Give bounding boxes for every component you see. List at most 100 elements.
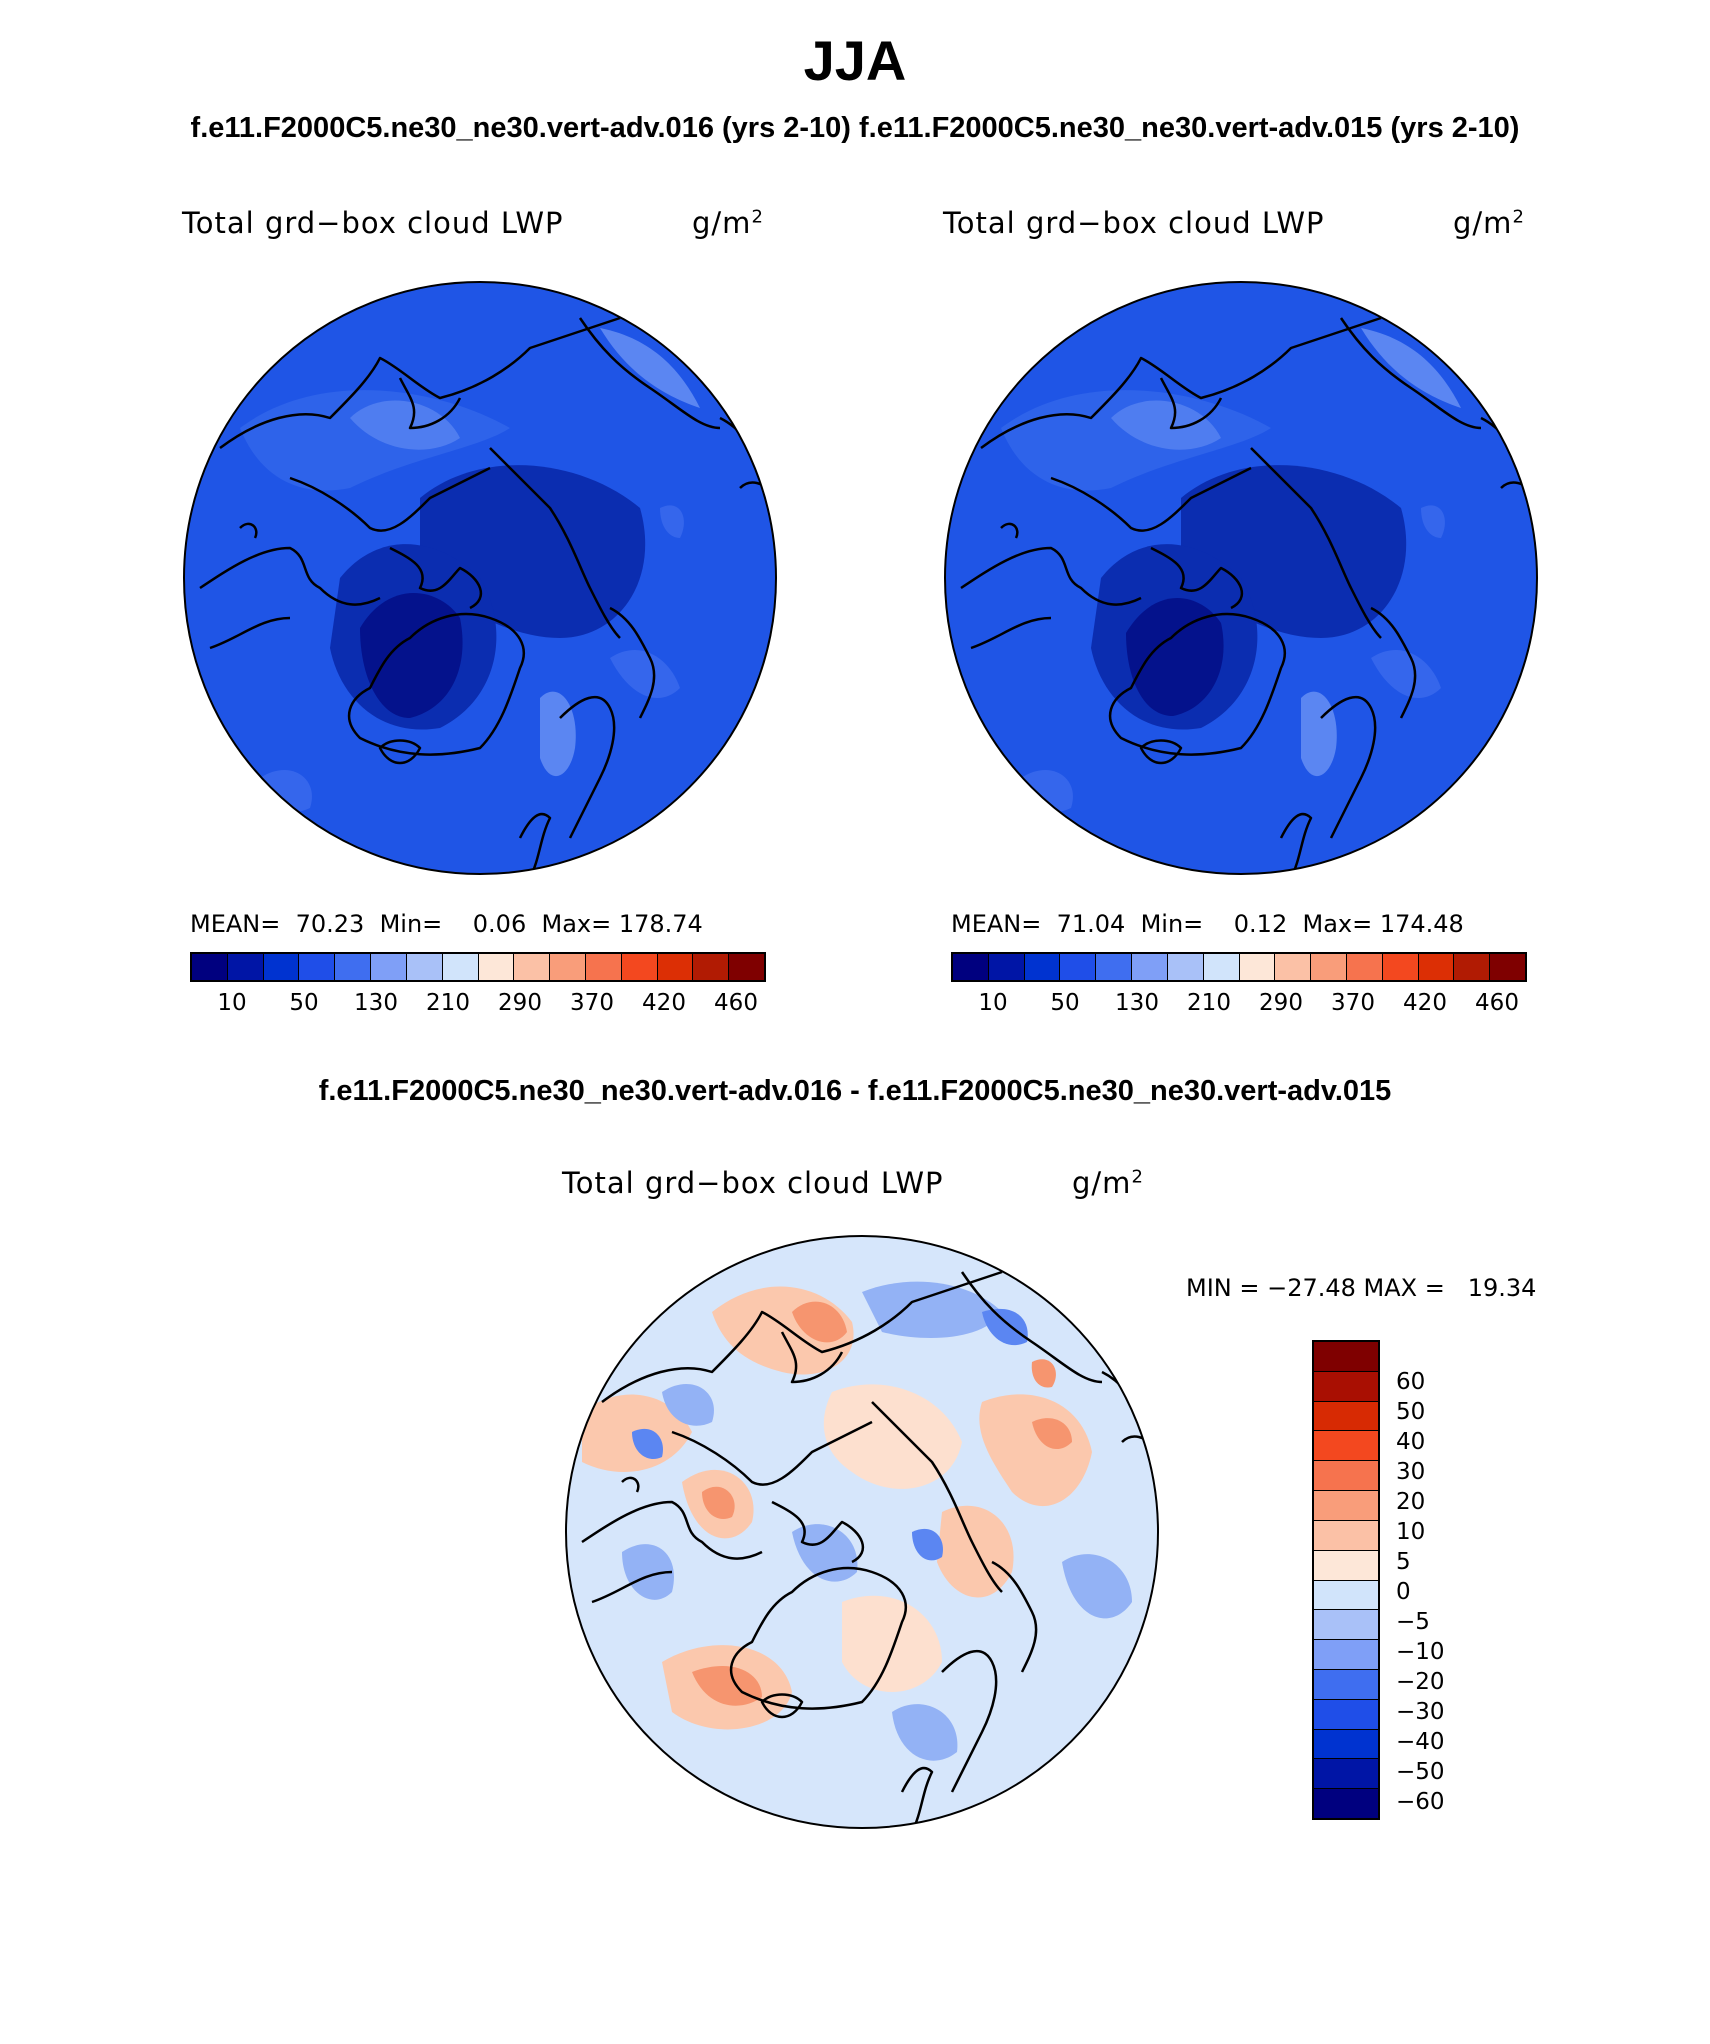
colorbar-swatch xyxy=(406,954,443,980)
colorbar-tick: 370 xyxy=(1331,990,1375,1016)
colorbar-tick: 20 xyxy=(1396,1489,1426,1515)
colorbar-swatch xyxy=(693,954,730,980)
colorbar-swatch xyxy=(550,954,586,980)
colorbar-swatch xyxy=(1314,1789,1378,1818)
colorbar-swatch xyxy=(1314,1759,1378,1790)
colorbar-swatch xyxy=(299,954,336,980)
colorbar-swatch xyxy=(335,954,372,980)
colorbar-swatch xyxy=(1060,954,1097,980)
colorbar-tick: 130 xyxy=(1115,990,1159,1016)
colorbar-swatch xyxy=(1314,1580,1378,1611)
colorbar-swatch xyxy=(988,954,1025,980)
colorbar-tick: −30 xyxy=(1396,1699,1445,1725)
colorbar-tick: 60 xyxy=(1396,1369,1426,1395)
colorbar-swatch xyxy=(1314,1342,1378,1372)
panel2-colorbar xyxy=(951,952,1527,982)
colorbar-swatch xyxy=(442,954,479,980)
colorbar-tick: 290 xyxy=(498,990,542,1016)
colorbar-swatch xyxy=(1239,954,1276,980)
colorbar-swatch xyxy=(1096,954,1133,980)
figure-title: JJA xyxy=(803,29,907,92)
colorbar-swatch xyxy=(1314,1401,1378,1432)
colorbar-swatch xyxy=(1275,954,1312,980)
colorbar-tick: 210 xyxy=(1187,990,1231,1016)
colorbar-tick: 50 xyxy=(1050,990,1080,1016)
colorbar-swatch xyxy=(1490,954,1525,980)
diff-units-label: g/m2 xyxy=(1072,1166,1144,1200)
panel2-stats: MEAN= 71.04 Min= 0.12 Max= 174.48 xyxy=(951,910,1464,938)
colorbar-tick: 10 xyxy=(217,990,247,1016)
panel1-variable-label: Total grd−box cloud LWP xyxy=(182,206,564,240)
colorbar-swatch xyxy=(1382,954,1419,980)
panel1-polar-map xyxy=(183,281,777,875)
colorbar-swatch xyxy=(1314,1491,1378,1521)
colorbar-swatch xyxy=(192,954,228,980)
colorbar-tick: 420 xyxy=(1403,990,1447,1016)
colorbar-tick: 460 xyxy=(714,990,758,1016)
colorbar-tick: 30 xyxy=(1396,1459,1426,1485)
colorbar-swatch xyxy=(1311,954,1347,980)
colorbar-tick: −50 xyxy=(1396,1759,1445,1785)
colorbar-tick: 130 xyxy=(354,990,398,1016)
colorbar-tick: 370 xyxy=(570,990,614,1016)
panel1-colorbar xyxy=(190,952,766,982)
colorbar-tick: 10 xyxy=(978,990,1008,1016)
colorbar-tick: 460 xyxy=(1475,990,1519,1016)
colorbar-tick: −5 xyxy=(1396,1609,1430,1635)
diff-variable-label: Total grd−box cloud LWP xyxy=(562,1166,944,1200)
colorbar-swatch xyxy=(1314,1640,1378,1670)
colorbar-swatch xyxy=(1314,1371,1378,1402)
colorbar-tick: 40 xyxy=(1396,1429,1426,1455)
colorbar-swatch xyxy=(1314,1699,1378,1730)
colorbar-swatch xyxy=(1314,1550,1378,1581)
colorbar-swatch xyxy=(657,954,694,980)
colorbar-swatch xyxy=(1024,954,1061,980)
colorbar-tick: −20 xyxy=(1396,1669,1445,1695)
diff-colorbar-labels: 60 50 40 30 20 10 5 0 −5 −10 −20 −30 −40… xyxy=(1390,1340,1490,1820)
colorbar-swatch xyxy=(729,954,764,980)
colorbar-tick: 290 xyxy=(1259,990,1303,1016)
colorbar-swatch xyxy=(953,954,989,980)
panel2-variable-label: Total grd−box cloud LWP xyxy=(943,206,1325,240)
colorbar-swatch xyxy=(1346,954,1383,980)
panel2-colorbar-labels: 10 50 130 210 290 370 420 460 xyxy=(951,990,1527,1020)
colorbar-swatch xyxy=(1314,1520,1378,1551)
colorbar-tick: −40 xyxy=(1396,1729,1445,1755)
diff-colorbar xyxy=(1312,1340,1380,1820)
colorbar-tick: 10 xyxy=(1396,1519,1426,1545)
colorbar-tick: 50 xyxy=(1396,1399,1426,1425)
colorbar-swatch xyxy=(1314,1729,1378,1760)
colorbar-swatch xyxy=(1418,954,1455,980)
colorbar-swatch xyxy=(585,954,622,980)
figure-subtitle: f.e11.F2000C5.ne30_ne30.vert-adv.016 (yr… xyxy=(190,112,1520,144)
colorbar-tick: −60 xyxy=(1396,1789,1445,1815)
colorbar-swatch xyxy=(371,954,407,980)
panel2-polar-map xyxy=(944,281,1538,875)
difference-polar-map xyxy=(565,1235,1159,1829)
panel1-colorbar-labels: 10 50 130 210 290 370 420 460 xyxy=(190,990,766,1020)
colorbar-swatch xyxy=(1132,954,1168,980)
panel2-units-label: g/m2 xyxy=(1453,206,1525,240)
colorbar-swatch xyxy=(1314,1669,1378,1700)
colorbar-swatch xyxy=(514,954,551,980)
colorbar-swatch xyxy=(1203,954,1240,980)
colorbar-swatch xyxy=(621,954,658,980)
colorbar-swatch xyxy=(1167,954,1204,980)
colorbar-swatch xyxy=(478,954,515,980)
diff-min-max: MIN = −27.48 MAX = 19.34 xyxy=(1186,1274,1537,1302)
colorbar-swatch xyxy=(1314,1610,1378,1641)
panel1-stats: MEAN= 70.23 Min= 0.06 Max= 178.74 xyxy=(190,910,703,938)
panel1-units-label: g/m2 xyxy=(692,206,764,240)
colorbar-swatch xyxy=(1314,1431,1378,1462)
colorbar-tick: 210 xyxy=(426,990,470,1016)
colorbar-tick: 0 xyxy=(1396,1579,1411,1605)
colorbar-swatch xyxy=(263,954,300,980)
colorbar-tick: 50 xyxy=(289,990,319,1016)
colorbar-swatch xyxy=(227,954,264,980)
colorbar-tick: 5 xyxy=(1396,1549,1411,1575)
colorbar-tick: 420 xyxy=(642,990,686,1016)
colorbar-swatch xyxy=(1454,954,1491,980)
colorbar-swatch xyxy=(1314,1461,1378,1492)
difference-title: f.e11.F2000C5.ne30_ne30.vert-adv.016 - f… xyxy=(318,1075,1392,1107)
colorbar-tick: −10 xyxy=(1396,1639,1445,1665)
